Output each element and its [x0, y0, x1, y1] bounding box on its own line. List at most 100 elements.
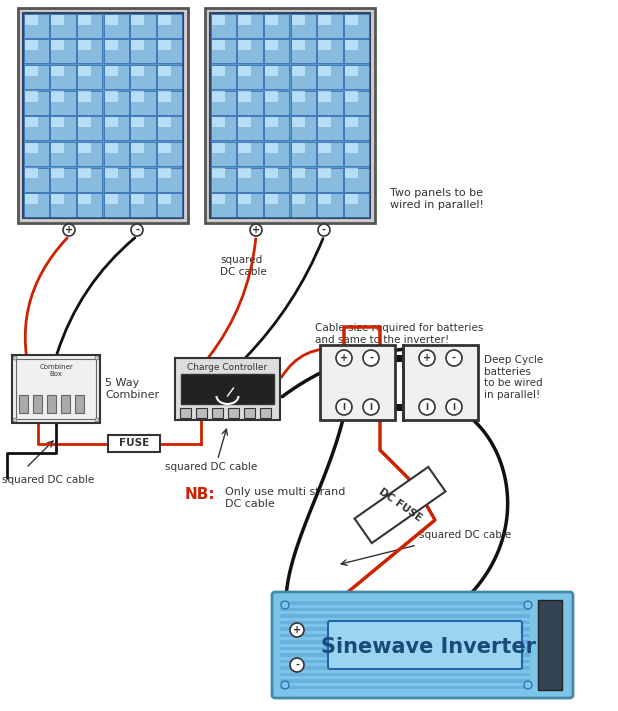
Bar [77, 117, 102, 140]
Bar [131, 65, 144, 76]
Bar [292, 92, 305, 102]
Bar [292, 14, 305, 25]
Bar [180, 408, 191, 418]
Bar [25, 169, 38, 178]
Bar [292, 65, 305, 76]
Bar [25, 194, 38, 204]
Circle shape [524, 601, 532, 609]
Bar [33, 395, 42, 413]
Bar [181, 374, 274, 404]
Bar [238, 14, 251, 25]
Bar [292, 169, 305, 178]
Bar [131, 92, 144, 102]
Bar [280, 685, 530, 689]
Circle shape [131, 224, 143, 236]
Circle shape [63, 224, 75, 236]
Bar [344, 39, 369, 63]
Bar [403, 345, 478, 420]
Bar [158, 92, 171, 102]
Text: 5 Way
Combiner: 5 Way Combiner [105, 378, 159, 400]
Bar [104, 65, 117, 76]
Text: NB:: NB: [185, 487, 216, 502]
Bar [291, 193, 316, 217]
Bar [344, 193, 369, 217]
Text: squared
DC cable: squared DC cable [220, 255, 267, 277]
Bar [264, 65, 289, 89]
Bar [345, 40, 358, 50]
Bar [131, 194, 144, 204]
Bar [292, 117, 305, 127]
Bar [291, 14, 316, 38]
Bar [264, 39, 289, 63]
Bar [211, 14, 224, 25]
Bar [212, 408, 223, 418]
Bar [131, 117, 144, 127]
Bar [238, 169, 251, 178]
Bar [264, 193, 289, 217]
Bar [158, 194, 171, 204]
Bar [318, 168, 342, 191]
Bar [280, 640, 530, 643]
Bar [265, 40, 278, 50]
Bar [211, 65, 224, 76]
Bar [61, 395, 70, 413]
Bar [51, 92, 64, 102]
Bar [24, 117, 49, 140]
Bar [157, 142, 182, 166]
Bar [78, 194, 91, 204]
Bar [78, 143, 91, 153]
Bar [47, 395, 56, 413]
Bar [104, 142, 129, 166]
Bar [78, 169, 91, 178]
Bar [104, 169, 117, 178]
Bar [78, 14, 91, 25]
Circle shape [250, 224, 262, 236]
Bar [158, 143, 171, 153]
Bar [51, 143, 64, 153]
Bar [18, 8, 188, 223]
Bar [78, 92, 91, 102]
Bar [238, 40, 251, 50]
Bar [77, 65, 102, 89]
Bar [25, 40, 38, 50]
Bar [344, 65, 369, 89]
Bar [211, 117, 224, 127]
Bar [318, 117, 331, 127]
Bar [19, 395, 28, 413]
Circle shape [13, 356, 17, 360]
Bar [211, 92, 224, 102]
Bar [77, 14, 102, 38]
Bar [130, 14, 156, 38]
Bar [264, 91, 289, 114]
Bar [345, 143, 358, 153]
Bar [51, 117, 75, 140]
Text: +: + [252, 225, 260, 235]
Bar [265, 92, 278, 102]
Text: FUSE: FUSE [119, 439, 149, 449]
Bar [23, 13, 183, 218]
Bar [264, 142, 289, 166]
Bar [237, 117, 263, 140]
Bar [211, 39, 236, 63]
Bar [318, 169, 331, 178]
Bar [345, 14, 358, 25]
Circle shape [290, 658, 304, 672]
Circle shape [419, 350, 435, 366]
Bar [157, 117, 182, 140]
Circle shape [446, 350, 462, 366]
Bar [264, 117, 289, 140]
Bar [280, 673, 530, 676]
Bar [237, 168, 263, 191]
Bar [318, 194, 331, 204]
Bar [130, 65, 156, 89]
Bar [51, 65, 64, 76]
Bar [237, 91, 263, 114]
Bar [318, 142, 342, 166]
Bar [280, 634, 530, 637]
Bar [280, 660, 530, 663]
Text: Combiner
Box: Combiner Box [39, 364, 73, 377]
Bar [318, 14, 342, 38]
Bar [51, 193, 75, 217]
Bar [237, 65, 263, 89]
Bar [158, 65, 171, 76]
